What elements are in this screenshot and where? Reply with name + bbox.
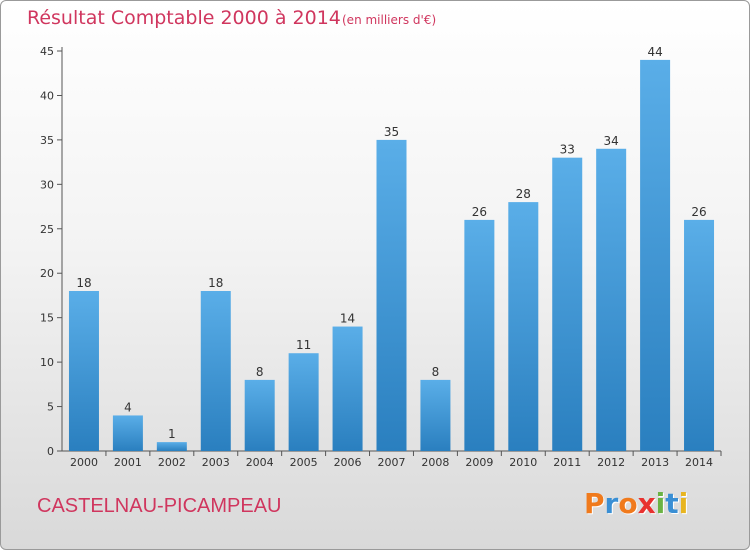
data-label: 8 xyxy=(432,365,440,379)
data-label: 1 xyxy=(168,427,176,441)
bar xyxy=(596,148,627,451)
x-tick-label: 2002 xyxy=(158,456,186,469)
x-tick-label: 2005 xyxy=(290,456,318,469)
x-tick-label: 2011 xyxy=(553,456,581,469)
y-tick-label: 20 xyxy=(40,267,54,280)
bar xyxy=(376,139,407,451)
y-tick-label: 5 xyxy=(47,401,54,414)
x-tick-label: 2008 xyxy=(421,456,449,469)
chart-title: Résultat Comptable 2000 à 2014 xyxy=(27,7,341,29)
data-label: 28 xyxy=(516,187,531,201)
data-label: 26 xyxy=(691,205,706,219)
data-label: 4 xyxy=(124,400,132,414)
bar xyxy=(552,157,583,451)
bar xyxy=(288,353,319,451)
x-tick-label: 2006 xyxy=(334,456,362,469)
chart-bars: 18 4 1 18 8 11 14 35 8 26 28 33 34 44 26 xyxy=(68,45,715,452)
y-tick-label: 25 xyxy=(40,223,54,236)
x-tick-label: 2000 xyxy=(70,456,98,469)
x-tick-label: 2003 xyxy=(202,456,230,469)
commune-name: CASTELNAU-PICAMPEAU xyxy=(37,495,282,517)
data-label: 33 xyxy=(560,143,575,157)
y-tick-label: 0 xyxy=(47,445,54,458)
bar xyxy=(420,379,451,451)
data-label: 44 xyxy=(647,45,662,59)
data-label: 26 xyxy=(472,205,487,219)
data-label: 35 xyxy=(384,125,399,139)
proxiti-logo: Proxiti xyxy=(584,487,689,520)
y-tick-label: 10 xyxy=(40,356,54,369)
x-tick-label: 2001 xyxy=(114,456,142,469)
x-tick-label: 2007 xyxy=(378,456,406,469)
y-tick-label: 15 xyxy=(40,312,54,325)
bar xyxy=(508,202,539,451)
bar xyxy=(156,442,187,451)
data-label: 18 xyxy=(208,276,223,290)
bar xyxy=(200,291,231,451)
data-label: 18 xyxy=(76,276,91,290)
bar xyxy=(684,219,715,451)
x-tick-label: 2013 xyxy=(641,456,669,469)
bar xyxy=(68,291,99,451)
x-tick-label: 2012 xyxy=(597,456,625,469)
bar xyxy=(244,379,275,451)
x-tick-label: 2010 xyxy=(509,456,537,469)
bar xyxy=(640,59,671,452)
bar xyxy=(464,219,495,451)
y-tick-label: 30 xyxy=(40,178,54,191)
bar xyxy=(332,326,363,451)
chart-subtitle: (en milliers d'€) xyxy=(342,13,437,27)
data-label: 8 xyxy=(256,365,264,379)
bar xyxy=(112,415,143,451)
data-label: 14 xyxy=(340,312,355,326)
data-label: 34 xyxy=(604,134,619,148)
y-tick-label: 45 xyxy=(40,45,54,58)
y-tick-label: 35 xyxy=(40,134,54,147)
y-tick-label: 40 xyxy=(40,89,54,102)
x-tick-label: 2009 xyxy=(465,456,493,469)
data-label: 11 xyxy=(296,338,311,352)
x-tick-label: 2014 xyxy=(685,456,713,469)
x-tick-label: 2004 xyxy=(246,456,274,469)
